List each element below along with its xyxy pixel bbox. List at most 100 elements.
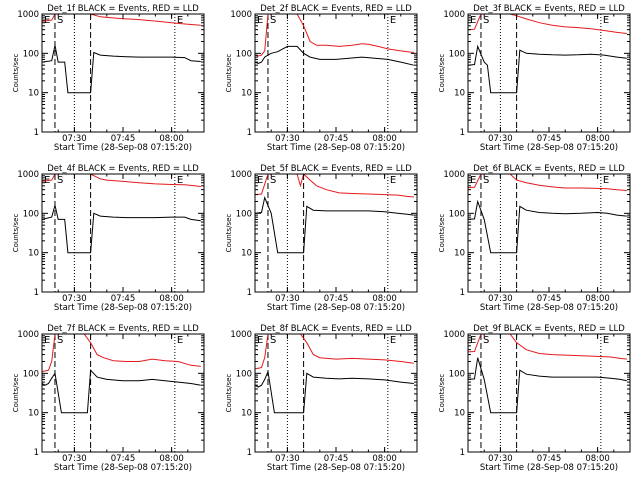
event-line-label: E — [390, 15, 396, 26]
y-tick-label: 1000 — [17, 170, 39, 180]
series-events-black — [255, 196, 414, 254]
panel-frame — [254, 13, 418, 133]
event-line-label: E — [603, 335, 609, 346]
panel-edge-label: E — [470, 15, 476, 26]
x-axis-label: Start Time (28-Sep-08 07:15:20) — [54, 143, 192, 153]
panel-title: Det_4f BLACK = Events, RED = LLD — [47, 164, 199, 174]
panel-title: Det_8f BLACK = Events, RED = LLD — [260, 324, 412, 334]
y-axis-label: Counts/sec — [12, 374, 20, 413]
panel-series — [255, 174, 414, 254]
y-tick-label: 100 — [449, 209, 465, 219]
series-lld-red — [42, 334, 201, 373]
x-tick-label: 07:30 — [488, 134, 513, 144]
series-lld-red — [42, 174, 201, 187]
x-axis-label: Start Time (28-Sep-08 07:15:20) — [480, 143, 618, 153]
y-tick-label: 1000 — [17, 10, 39, 20]
y-axis-label: Counts/sec — [438, 374, 446, 413]
panel-series — [42, 14, 201, 94]
x-axis-label: Start Time (28-Sep-08 07:15:20) — [267, 303, 405, 313]
panel-edge-label: E — [257, 335, 263, 346]
series-events-black — [255, 45, 414, 66]
panel-title: Det_3f BLACK = Events, RED = LLD — [473, 4, 625, 14]
y-tick-label: 1 — [460, 128, 465, 138]
y-tick-label: 10 — [241, 409, 252, 419]
x-axis-label: Start Time (28-Sep-08 07:15:20) — [480, 463, 618, 473]
y-tick-label: 10 — [28, 409, 39, 419]
panel-edge-label: E — [470, 175, 476, 186]
event-line-label: E — [603, 175, 609, 186]
x-tick-label: 07:30 — [62, 454, 87, 464]
panel-title: Det_2f BLACK = Events, RED = LLD — [260, 4, 412, 14]
event-line-label: S — [57, 175, 63, 186]
y-tick-label: 1000 — [17, 330, 39, 340]
x-tick-label: 07:30 — [275, 454, 300, 464]
panel-series — [468, 14, 627, 94]
event-line-label: E — [177, 15, 183, 26]
x-tick-label: 08:00 — [159, 294, 184, 304]
x-tick-label: 07:30 — [275, 134, 300, 144]
y-tick-label: 1 — [34, 288, 39, 298]
event-line-label: E — [177, 335, 183, 346]
event-line-label: S — [483, 15, 489, 26]
y-axis-label: Counts/sec — [438, 214, 446, 253]
x-axis-label: Start Time (28-Sep-08 07:15:20) — [480, 303, 618, 313]
panel-title: Det_1f BLACK = Events, RED = LLD — [47, 4, 199, 14]
panel-frame — [467, 13, 631, 133]
x-tick-label: 08:00 — [159, 454, 184, 464]
y-tick-label: 1 — [460, 288, 465, 298]
x-tick-label: 07:45 — [111, 294, 136, 304]
y-tick-label: 10 — [28, 249, 39, 259]
y-tick-label: 1000 — [443, 330, 465, 340]
y-tick-label: 100 — [23, 209, 39, 219]
series-events-black — [42, 369, 201, 414]
event-line-label: S — [270, 335, 276, 346]
x-tick-label: 08:00 — [585, 134, 610, 144]
series-lld-red — [255, 334, 414, 370]
x-tick-label: 07:30 — [275, 294, 300, 304]
y-tick-label: 1000 — [230, 170, 252, 180]
series-lld-red — [468, 334, 627, 360]
x-tick-label: 08:00 — [372, 134, 397, 144]
y-tick-label: 100 — [449, 49, 465, 59]
x-tick-label: 08:00 — [159, 134, 184, 144]
y-tick-label: 10 — [454, 249, 465, 259]
y-tick-label: 10 — [454, 89, 465, 99]
series-events-black — [42, 205, 201, 254]
x-axis-label: Start Time (28-Sep-08 07:15:20) — [267, 463, 405, 473]
y-axis-label: Counts/sec — [438, 54, 446, 93]
y-tick-label: 10 — [241, 249, 252, 259]
event-line-label: S — [483, 335, 489, 346]
y-tick-label: 100 — [449, 369, 465, 379]
panel-edge-label: E — [44, 335, 50, 346]
y-tick-label: 1000 — [230, 10, 252, 20]
panel-frame — [467, 333, 631, 453]
x-tick-label: 08:00 — [372, 454, 397, 464]
x-tick-label: 07:30 — [488, 454, 513, 464]
panel-frame — [467, 173, 631, 293]
series-events-black — [255, 369, 414, 414]
x-tick-label: 07:30 — [62, 134, 87, 144]
event-line-label: S — [270, 15, 276, 26]
panel-edge-label: E — [470, 335, 476, 346]
x-tick-label: 07:45 — [324, 454, 349, 464]
y-tick-label: 1 — [34, 448, 39, 458]
series-events-black — [468, 357, 627, 414]
y-tick-label: 1 — [34, 128, 39, 138]
series-lld-red — [468, 14, 627, 34]
y-axis-label: Counts/sec — [12, 214, 20, 253]
panel-title: Det_7f BLACK = Events, RED = LLD — [47, 324, 199, 334]
y-axis-label: Counts/sec — [225, 374, 233, 413]
panel-edge-label: E — [257, 175, 263, 186]
x-tick-label: 07:45 — [111, 454, 136, 464]
x-axis-label: Start Time (28-Sep-08 07:15:20) — [54, 463, 192, 473]
panel-title: Det_5f BLACK = Events, RED = LLD — [260, 164, 412, 174]
event-line-label: E — [177, 175, 183, 186]
panel-series — [255, 334, 414, 414]
y-tick-label: 10 — [241, 89, 252, 99]
